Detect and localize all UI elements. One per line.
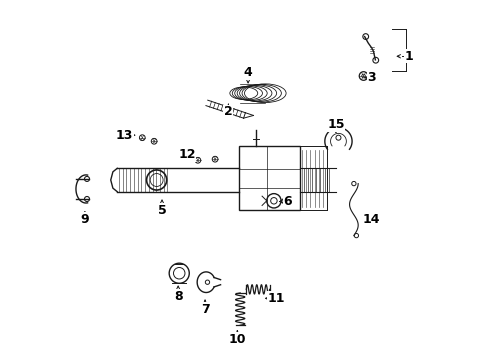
Text: 2: 2 bbox=[224, 105, 232, 118]
Text: 7: 7 bbox=[200, 303, 209, 316]
Text: 14: 14 bbox=[362, 213, 380, 226]
Text: 13: 13 bbox=[116, 129, 133, 142]
Text: 5: 5 bbox=[157, 204, 166, 217]
Text: 6: 6 bbox=[283, 195, 291, 208]
Text: 11: 11 bbox=[267, 292, 285, 305]
Text: 8: 8 bbox=[174, 290, 182, 303]
Text: 15: 15 bbox=[326, 118, 344, 131]
Text: 4: 4 bbox=[243, 66, 252, 79]
Text: 12: 12 bbox=[178, 148, 196, 161]
Text: 1: 1 bbox=[404, 50, 412, 63]
Text: 10: 10 bbox=[228, 333, 245, 346]
Text: 3: 3 bbox=[367, 71, 375, 84]
Text: 9: 9 bbox=[81, 213, 89, 226]
